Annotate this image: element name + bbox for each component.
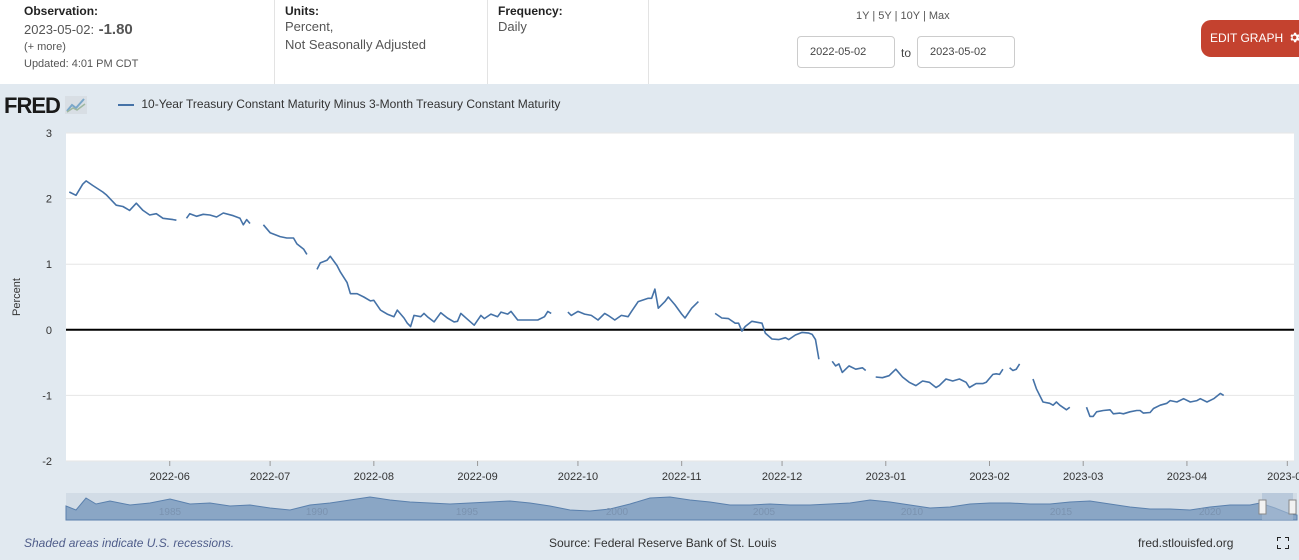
x-tick-label: 2023-05 <box>1267 471 1299 483</box>
frequency-label: Frequency: <box>498 4 563 18</box>
observation-panel: Observation: 2023-05-02: -1.80 (+ more) … <box>0 0 275 84</box>
x-tick-label: 2022-09 <box>457 471 497 483</box>
navigator-right-handle[interactable] <box>1288 499 1297 515</box>
navigator-selected-window[interactable] <box>1262 493 1293 520</box>
frequency-panel: Frequency: Daily <box>488 0 649 84</box>
range-10y-link[interactable]: 10Y <box>900 10 920 22</box>
y-tick-label: 1 <box>46 259 52 271</box>
series-line-segment <box>316 255 552 328</box>
x-tick-label: 2023-03 <box>1063 471 1103 483</box>
edit-graph-button[interactable]: EDIT GRAPH <box>1201 20 1299 57</box>
x-tick-label: 2022-12 <box>762 471 802 483</box>
y-tick-label: -2 <box>42 456 52 468</box>
navigator-left-handle[interactable] <box>1258 499 1267 515</box>
top-info-bar: Observation: 2023-05-02: -1.80 (+ more) … <box>0 0 1299 84</box>
x-tick-label: 2023-04 <box>1167 471 1207 483</box>
units-line1: Percent, <box>285 19 334 34</box>
recession-note: Shaded areas indicate U.S. recessions. <box>24 536 235 550</box>
range-1y-link[interactable]: 1Y <box>856 10 870 22</box>
y-tick-label: 3 <box>46 128 52 140</box>
legend-line-swatch <box>118 103 134 106</box>
units-label: Units: <box>285 4 319 18</box>
range-selector: 1Y | 5Y | 10Y | Max <box>856 10 950 22</box>
navigator-year-label: 1985 <box>159 507 182 518</box>
y-tick-label: -1 <box>42 390 52 402</box>
fred-graph-icon <box>65 96 88 114</box>
series-line-segment <box>875 368 1004 389</box>
series-line-segment <box>831 360 867 374</box>
to-label: to <box>901 46 912 60</box>
y-axis-ticks: 3 2 1 0 -1 -2 <box>42 128 52 468</box>
series-line-segment <box>714 312 820 360</box>
chart-legend: 10-Year Treasury Constant Maturity Minus… <box>118 97 560 111</box>
gridlines <box>66 132 1294 462</box>
series-line-segment <box>68 180 177 221</box>
range-separator: | <box>894 10 898 22</box>
observation-date: 2023-05-02: <box>24 22 95 37</box>
fred-logo-text: FRED <box>4 93 61 118</box>
navigator-area <box>65 496 1298 521</box>
units-panel: Units: Percent, Not Seasonally Adjusted <box>275 0 488 84</box>
range-navigator[interactable]: 1985 1990 1995 2000 2005 2010 2015 2020 <box>65 493 1298 521</box>
navigator-year-label: 1990 <box>306 507 329 518</box>
x-tick-label: 2023-01 <box>866 471 906 483</box>
site-link[interactable]: fred.stlouisfed.org <box>1138 536 1234 550</box>
start-date-input[interactable]: 2022-05-02 <box>797 36 895 68</box>
frequency-value: Daily <box>498 19 527 34</box>
observation-label: Observation: <box>24 4 99 18</box>
range-5y-link[interactable]: 5Y <box>878 10 892 22</box>
y-tick-label: 0 <box>46 325 52 337</box>
units-line2: Not Seasonally Adjusted <box>285 37 426 52</box>
fred-logo[interactable]: FRED <box>4 93 88 119</box>
y-tick-label: 2 <box>46 194 52 206</box>
x-tick-label: 2022-06 <box>150 471 190 483</box>
navigator-year-label: 2010 <box>901 507 924 518</box>
series-lines <box>68 180 1225 418</box>
series-line-segment <box>1032 378 1071 411</box>
edit-graph-label: EDIT GRAPH <box>1210 31 1284 45</box>
navigator-year-label: 2000 <box>606 507 629 518</box>
series-line-segment <box>567 288 699 321</box>
legend-series-name: 10-Year Treasury Constant Maturity Minus… <box>141 97 561 111</box>
range-separator: | <box>922 10 926 22</box>
navigator-year-label: 2015 <box>1050 507 1073 518</box>
x-tick-label: 2023-02 <box>969 471 1009 483</box>
series-line-segment <box>1009 363 1021 372</box>
series-line-segment <box>185 212 251 226</box>
plot-background <box>66 133 1294 461</box>
observation-value: -1.80 <box>98 21 133 38</box>
range-max-link[interactable]: Max <box>928 10 950 22</box>
navigator-year-label: 2020 <box>1199 507 1222 518</box>
x-tick-label: 2022-07 <box>250 471 290 483</box>
x-tick-label: 2022-11 <box>662 471 702 483</box>
fullscreen-icon[interactable] <box>1277 537 1289 549</box>
x-tick-label: 2022-10 <box>558 471 598 483</box>
x-axis-ticks: 2022-06 2022-07 2022-08 2022-09 2022-10 2022-… <box>150 461 1299 483</box>
x-tick-label: 2022-08 <box>354 471 394 483</box>
gear-icon <box>1290 32 1299 43</box>
navigator-year-label: 1995 <box>456 507 479 518</box>
source-text: Source: Federal Reserve Bank of St. Loui… <box>549 536 777 550</box>
range-separator: | <box>872 10 876 22</box>
end-date-input[interactable]: 2023-05-02 <box>917 36 1015 68</box>
series-line-segment <box>262 224 308 255</box>
more-link[interactable]: (+ more) <box>24 41 66 53</box>
y-axis-label: Percent <box>11 278 23 316</box>
navigator-year-label: 2005 <box>753 507 776 518</box>
navigator-year-labels: 1985 1990 1995 2000 2005 2010 2015 2020 <box>159 507 1222 518</box>
updated-time: Updated: 4:01 PM CDT <box>24 58 139 70</box>
series-line-segment <box>1085 392 1225 418</box>
